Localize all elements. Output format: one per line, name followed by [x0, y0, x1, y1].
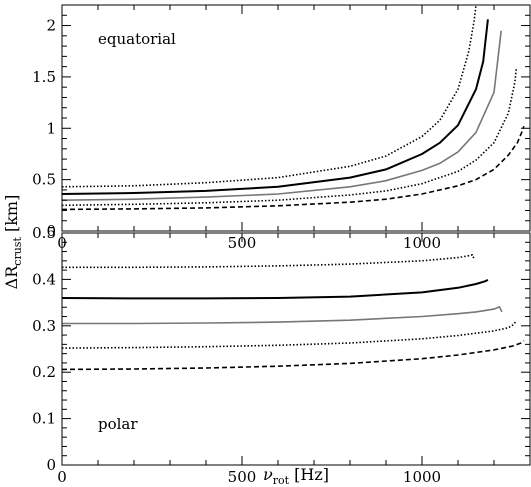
y-axis-label-subscript: crust: [11, 237, 24, 266]
series-line-1: [62, 5, 477, 188]
y-tick-label: 0: [46, 456, 56, 474]
x-axis-label-unit: [Hz]: [289, 465, 329, 484]
x-tick-label: 500: [228, 468, 257, 486]
panel-annotation: polar: [98, 415, 138, 433]
y-tick-label: 0.3: [32, 317, 56, 335]
y-tick-label: 2: [46, 17, 56, 35]
y-tick-label: 0.4: [32, 270, 56, 288]
x-tick-label: 1000: [403, 234, 441, 252]
plot-frame: [61, 232, 531, 466]
x-tick-label: 0: [57, 468, 67, 486]
series-line-2: [62, 19, 489, 195]
x-tick-label: 1000: [403, 468, 441, 486]
series-line-3: [62, 30, 502, 201]
series-group: [62, 254, 525, 371]
x-axis-label: νrot [Hz]: [263, 465, 329, 487]
y-axis-label: ΔRcrust [km]: [2, 195, 24, 290]
y-tick-label: 0.5: [32, 224, 56, 242]
series-group: [62, 5, 525, 211]
y-tick-label: 1: [46, 119, 56, 137]
y-tick-label: 1.5: [32, 68, 56, 86]
x-axis-label-main: ν: [263, 465, 273, 484]
polar-panel: 0 500 1000 0 0.1 0.2 0.3 0.4 0.5 polar: [32, 224, 531, 486]
series-line-5: [62, 339, 525, 371]
panel-annotation: equatorial: [98, 30, 176, 48]
y-axis-label-main: ΔR: [2, 265, 21, 290]
series-line-5: [62, 125, 525, 211]
series-line-4: [62, 68, 518, 207]
y-tick-label: 0.2: [32, 363, 56, 381]
series-line-2: [62, 278, 489, 300]
series-line-3: [62, 306, 503, 325]
y-tick-label: 0.1: [32, 410, 56, 428]
y-tick-label: 0: [46, 222, 56, 240]
series-line-1: [62, 254, 475, 269]
y-tick-label: 0.5: [32, 171, 56, 189]
x-tick-label: 500: [228, 234, 257, 252]
x-axis-label-subscript: rot: [273, 474, 290, 487]
y-axis-label-unit: [km]: [2, 195, 21, 237]
series-line-4: [62, 321, 517, 349]
